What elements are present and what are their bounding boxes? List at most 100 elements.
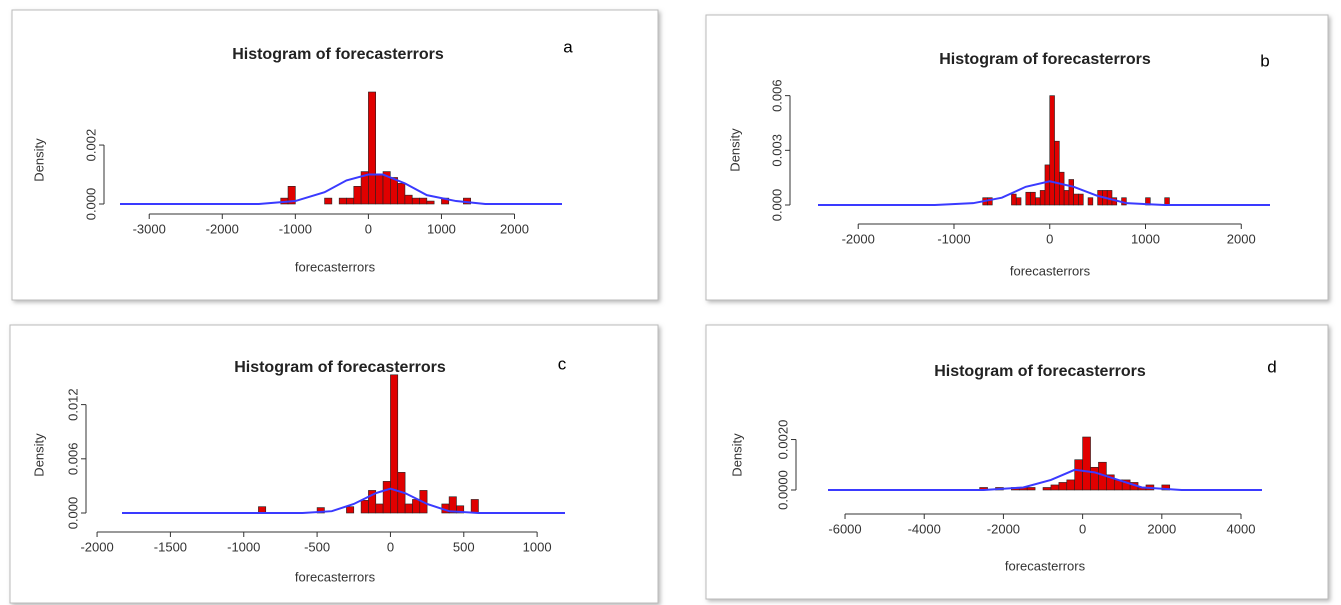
y-tick-label: 0.006 xyxy=(65,443,80,476)
bar xyxy=(346,506,355,514)
bar xyxy=(1090,466,1099,491)
bar xyxy=(1054,140,1060,206)
x-tick-label: -2000 xyxy=(206,221,239,236)
density-curve xyxy=(818,180,1270,206)
bar xyxy=(1078,193,1084,206)
bar xyxy=(324,197,333,205)
panel-frame xyxy=(705,14,1329,301)
bar xyxy=(1068,179,1074,206)
bar xyxy=(1049,95,1055,206)
y-tick-label: 0.0000 xyxy=(775,470,790,510)
bar xyxy=(338,197,347,205)
bar xyxy=(411,197,420,205)
x-tick-label: 1000 xyxy=(1131,231,1160,246)
bar xyxy=(426,200,435,205)
bar xyxy=(1035,197,1041,206)
bar xyxy=(316,507,325,514)
x-tick-label: 4000 xyxy=(1227,521,1256,536)
y-axis-label: Density xyxy=(729,433,744,477)
x-tick-label: -6000 xyxy=(828,521,861,536)
bar xyxy=(1025,191,1031,206)
panel-label: c xyxy=(558,354,567,373)
bar xyxy=(390,177,398,205)
bar xyxy=(397,183,406,205)
bar xyxy=(1074,459,1083,491)
x-axis-label: forecasterrors xyxy=(295,259,376,274)
y-tick-label: 0.0020 xyxy=(775,420,790,460)
x-tick-label: 0 xyxy=(387,539,394,554)
chart-title: Histogram of forecasterrors xyxy=(234,359,446,376)
x-tick-label: 2000 xyxy=(500,221,529,236)
panel-frame xyxy=(11,9,659,301)
bar xyxy=(382,481,391,514)
y-axis-label: Density xyxy=(727,128,742,172)
x-tick-label: -3000 xyxy=(133,221,166,236)
bar xyxy=(1066,479,1075,491)
y-axis-label: Density xyxy=(31,433,46,477)
x-axis-label: forecasterrors xyxy=(1010,263,1091,278)
x-tick-label: 0 xyxy=(1079,521,1086,536)
y-axis-label: Density xyxy=(31,138,46,182)
bar xyxy=(375,503,384,514)
panel-frame xyxy=(9,324,659,604)
y-tick-label: 0.012 xyxy=(65,388,80,421)
bar xyxy=(448,496,457,514)
y-tick-label: 0.000 xyxy=(769,189,784,222)
x-tick-label: -2000 xyxy=(80,539,113,554)
x-tick-label: 1000 xyxy=(523,539,552,554)
bar xyxy=(353,186,362,205)
bar xyxy=(1050,484,1060,491)
x-tick-label: -2000 xyxy=(987,521,1020,536)
bar xyxy=(390,374,399,514)
bar xyxy=(1015,197,1022,206)
chart-title: Histogram of forecasterrors xyxy=(939,51,1151,68)
bar xyxy=(1039,190,1046,206)
x-tick-label: 0 xyxy=(365,221,372,236)
bar xyxy=(456,505,465,514)
x-axis-label: forecasterrors xyxy=(295,569,376,584)
x-tick-label: 1000 xyxy=(427,221,456,236)
bar xyxy=(1087,197,1094,206)
y-tick-label: 0.003 xyxy=(769,134,784,167)
bar xyxy=(419,197,428,205)
chart-title: Histogram of forecasterrors xyxy=(934,363,1146,380)
x-tick-label: -500 xyxy=(304,539,330,554)
x-tick-label: 2000 xyxy=(1147,521,1176,536)
bar xyxy=(1044,164,1051,206)
bar xyxy=(368,91,377,205)
density-curve xyxy=(122,487,565,514)
bar xyxy=(1058,482,1068,491)
bar xyxy=(1042,487,1052,491)
y-tick-label: 0.000 xyxy=(65,497,80,530)
x-tick-label: -1000 xyxy=(937,231,970,246)
bar xyxy=(1161,484,1171,491)
bar xyxy=(1026,487,1036,491)
panel-label: b xyxy=(1260,51,1269,70)
x-tick-label: -2000 xyxy=(842,231,875,246)
bar xyxy=(1073,193,1079,206)
bar xyxy=(1030,191,1036,206)
chart-title: Histogram of forecasterrors xyxy=(232,46,444,63)
bar xyxy=(1164,197,1170,206)
x-tick-label: -1000 xyxy=(227,539,260,554)
x-tick-label: 500 xyxy=(453,539,475,554)
bar xyxy=(404,503,413,514)
x-tick-label: 2000 xyxy=(1227,231,1256,246)
x-tick-label: -1500 xyxy=(154,539,187,554)
x-tick-label: 0 xyxy=(1046,231,1053,246)
x-tick-label: -1000 xyxy=(279,221,312,236)
bar xyxy=(470,499,479,514)
bar xyxy=(404,194,413,205)
density-curve xyxy=(828,468,1262,491)
bar xyxy=(360,500,369,514)
bar xyxy=(1059,171,1065,206)
bar xyxy=(287,186,296,205)
bar xyxy=(375,174,384,205)
y-tick-label: 0.006 xyxy=(769,79,784,112)
x-tick-label: -4000 xyxy=(908,521,941,536)
bar xyxy=(412,499,421,514)
bar xyxy=(346,197,355,205)
density-curve xyxy=(120,173,562,205)
bar xyxy=(1063,190,1070,206)
